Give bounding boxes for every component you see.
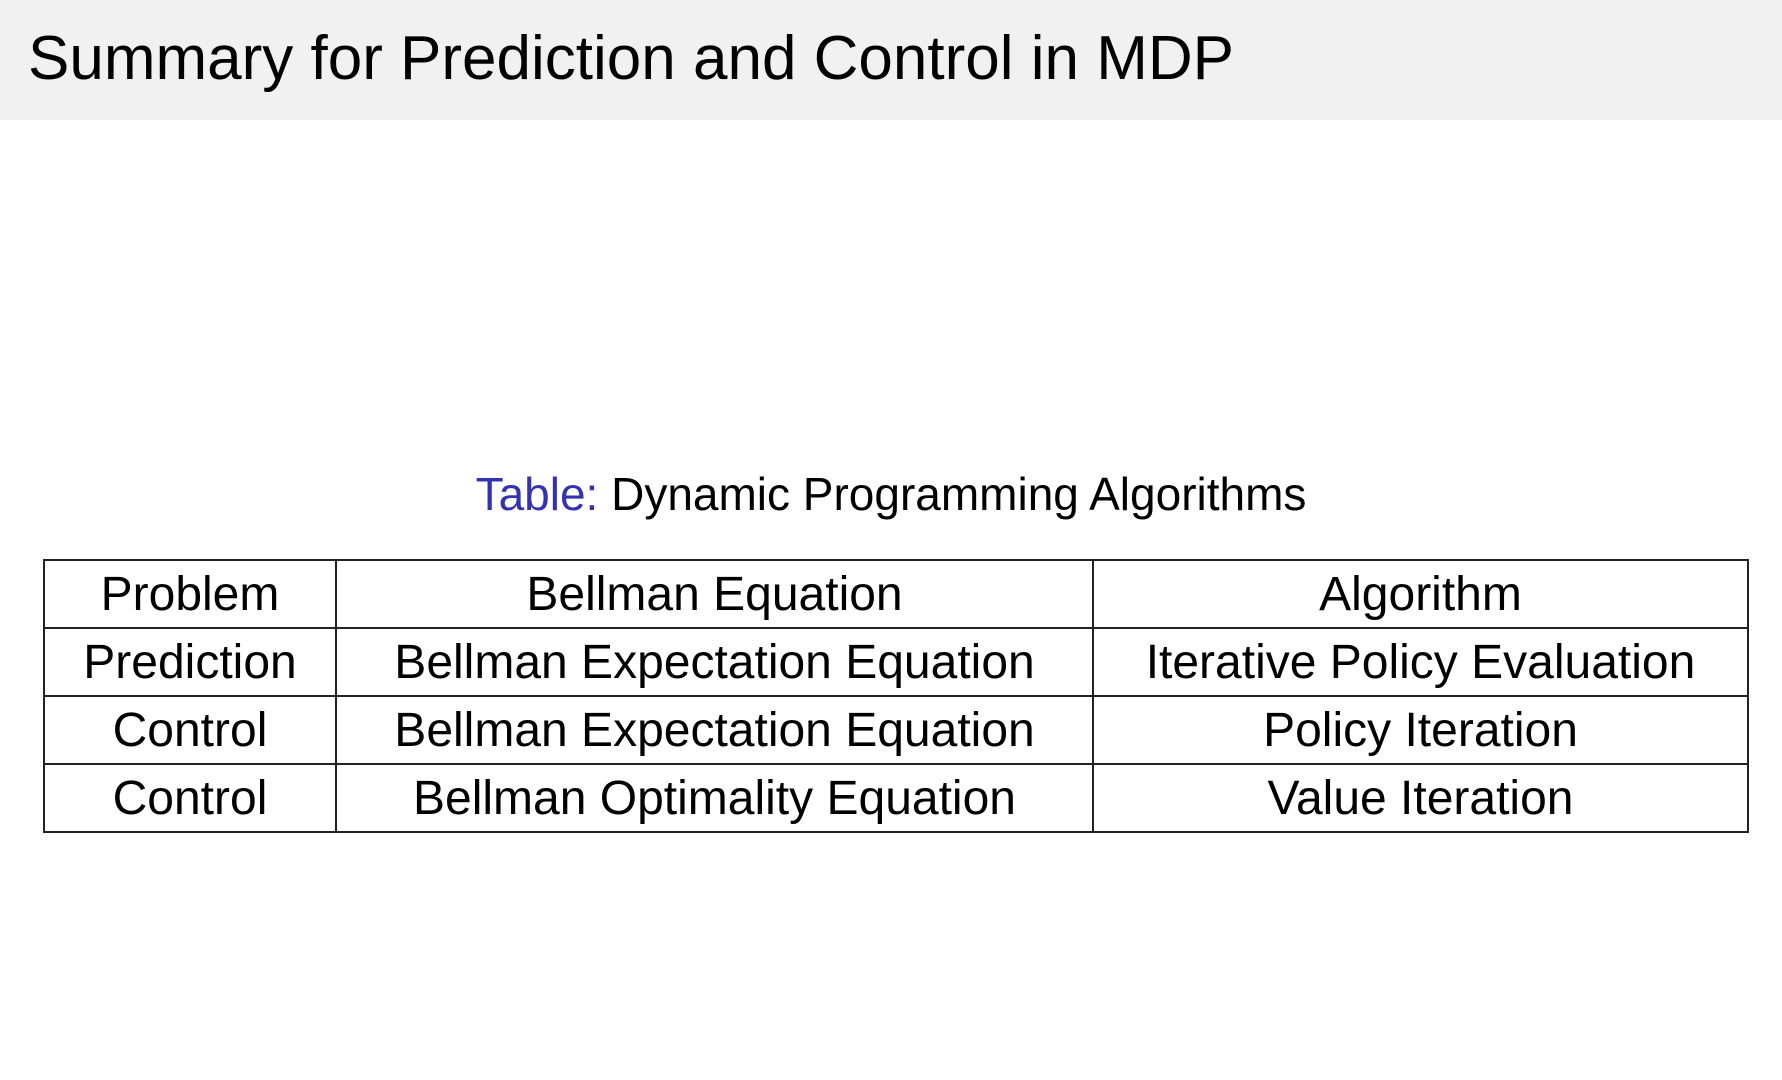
table-cell: Prediction bbox=[43, 627, 337, 697]
caption-label: Table: bbox=[475, 468, 599, 520]
table-caption: Table: Dynamic Programming Algorithms bbox=[0, 464, 1782, 524]
table-cell: Bellman Expectation Equation bbox=[335, 695, 1094, 765]
table-cell: Control bbox=[43, 763, 337, 833]
header-cell: Problem bbox=[43, 559, 337, 629]
header-cell: Bellman Equation bbox=[335, 559, 1094, 629]
slide-header: Summary for Prediction and Control in MD… bbox=[0, 0, 1782, 120]
slide-title: Summary for Prediction and Control in MD… bbox=[28, 24, 1235, 93]
caption-text: Dynamic Programming Algorithms bbox=[611, 468, 1307, 520]
table-cell: Bellman Optimality Equation bbox=[335, 763, 1094, 833]
dp-algorithms-table: Problem Bellman Equation Algorithm Predi… bbox=[43, 559, 1749, 833]
table-row: Control Bellman Expectation Equation Pol… bbox=[43, 695, 1749, 765]
table-cell: Control bbox=[43, 695, 337, 765]
table-cell: Bellman Expectation Equation bbox=[335, 627, 1094, 697]
table-header-row: Problem Bellman Equation Algorithm bbox=[43, 559, 1749, 629]
table-row: Prediction Bellman Expectation Equation … bbox=[43, 627, 1749, 697]
table-cell: Policy Iteration bbox=[1092, 695, 1749, 765]
header-cell: Algorithm bbox=[1092, 559, 1749, 629]
table-cell: Iterative Policy Evaluation bbox=[1092, 627, 1749, 697]
table-row: Control Bellman Optimality Equation Valu… bbox=[43, 763, 1749, 833]
table-cell: Value Iteration bbox=[1092, 763, 1749, 833]
